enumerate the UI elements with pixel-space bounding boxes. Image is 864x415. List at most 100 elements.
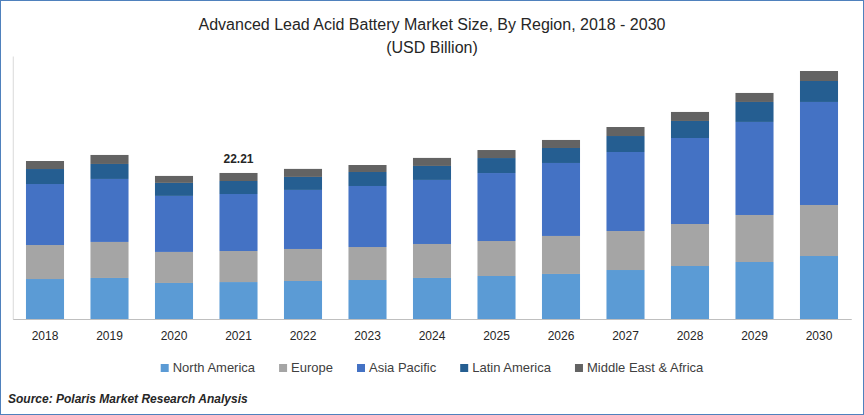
chart: Advanced Lead Acid Battery Market Size, … [0, 0, 864, 415]
bars [26, 71, 838, 319]
bar [477, 276, 515, 319]
bar [800, 81, 838, 102]
x-tick: 2029 [741, 329, 768, 343]
bar [90, 164, 128, 179]
x-tick: 2019 [96, 329, 123, 343]
bar [26, 161, 64, 169]
x-tick-label: 2027 [612, 329, 639, 343]
bar [155, 176, 193, 183]
x-tick: 2027 [612, 329, 639, 343]
bar [155, 183, 193, 196]
title: Advanced Lead Acid Battery Market Size, … [199, 16, 666, 33]
bar [542, 274, 580, 319]
legend-swatch [575, 364, 583, 372]
bar [671, 266, 709, 319]
bar [606, 231, 644, 270]
bar [542, 236, 580, 274]
x-tick: 2026 [548, 329, 575, 343]
bar [800, 205, 838, 256]
y-axis [13, 57, 14, 320]
bar [219, 181, 257, 194]
bar [413, 158, 451, 166]
series-bars [26, 81, 838, 196]
bar [413, 180, 451, 244]
x-tick: 2023 [354, 329, 381, 343]
bar [90, 242, 128, 278]
bar [735, 102, 773, 122]
x-tick-label: 2020 [161, 329, 188, 343]
bar [477, 241, 515, 276]
bar [219, 282, 257, 319]
bar [477, 158, 515, 173]
bar [155, 196, 193, 252]
bar [413, 166, 451, 180]
x-tick: 2022 [290, 329, 317, 343]
bar [800, 256, 838, 319]
x-tick-label: 2018 [32, 329, 59, 343]
x-tick-label: 2022 [290, 329, 317, 343]
y-axis-line [13, 57, 14, 320]
x-tick-label: 2024 [419, 329, 446, 343]
legend-swatch [357, 364, 365, 372]
bar [735, 262, 773, 319]
legend-item: Asia Pacific [357, 360, 437, 375]
bar [542, 163, 580, 236]
legend-swatch [460, 364, 468, 372]
bar [542, 140, 580, 148]
legend-item: Europe [279, 360, 333, 375]
x-tick-label: 2019 [96, 329, 123, 343]
legend-item: North America [161, 360, 256, 375]
x-axis: 2018 2019 2020 2021 2022 2023 2024 2025 2026 2027… [13, 320, 852, 343]
bar [90, 155, 128, 164]
legend: North America Europe Asia Pacific Latin Ame… [161, 360, 704, 375]
series-bars [26, 71, 838, 183]
x-tick-label: 2026 [548, 329, 575, 343]
x-tick: 2018 [32, 329, 59, 343]
bar [348, 186, 386, 247]
source: Source: Polaris Market Research Analysis [8, 392, 248, 406]
bar [219, 173, 257, 181]
bar [219, 194, 257, 251]
frame [1, 1, 864, 415]
x-tick-label: 2030 [806, 329, 833, 343]
bar [155, 283, 193, 319]
bar [26, 279, 64, 319]
x-tick-label: 2025 [483, 329, 510, 343]
legend-swatch [279, 364, 287, 372]
bar [671, 224, 709, 266]
bar [735, 215, 773, 262]
x-tick: 2030 [806, 329, 833, 343]
legend-item: Latin America [460, 360, 552, 375]
x-axis-line [13, 319, 852, 320]
bar [284, 190, 322, 249]
bar [90, 278, 128, 319]
legend-swatch [161, 364, 169, 372]
bar [606, 270, 644, 319]
bar [800, 71, 838, 81]
bar [671, 138, 709, 224]
bar [348, 165, 386, 172]
x-tick-label: 2029 [741, 329, 768, 343]
bar [284, 169, 322, 177]
bar [413, 278, 451, 319]
legend-label: North America [173, 360, 256, 375]
x-tick: 2028 [677, 329, 704, 343]
x-tick: 2020 [161, 329, 188, 343]
bar [671, 121, 709, 138]
bar [800, 102, 838, 205]
bar [477, 150, 515, 158]
bar [284, 281, 322, 319]
bar [155, 252, 193, 283]
legend-item: Middle East & Africa [575, 360, 704, 375]
legend-label: Latin America [472, 360, 552, 375]
bar [671, 112, 709, 121]
x-tick-label: 2021 [225, 329, 252, 343]
bar [606, 136, 644, 152]
bar [26, 169, 64, 184]
series-bars [26, 102, 838, 252]
bar [90, 179, 128, 242]
bar [477, 173, 515, 241]
subtitle: (USD Billion) [386, 39, 478, 56]
bar [413, 244, 451, 278]
x-tick: 2025 [483, 329, 510, 343]
